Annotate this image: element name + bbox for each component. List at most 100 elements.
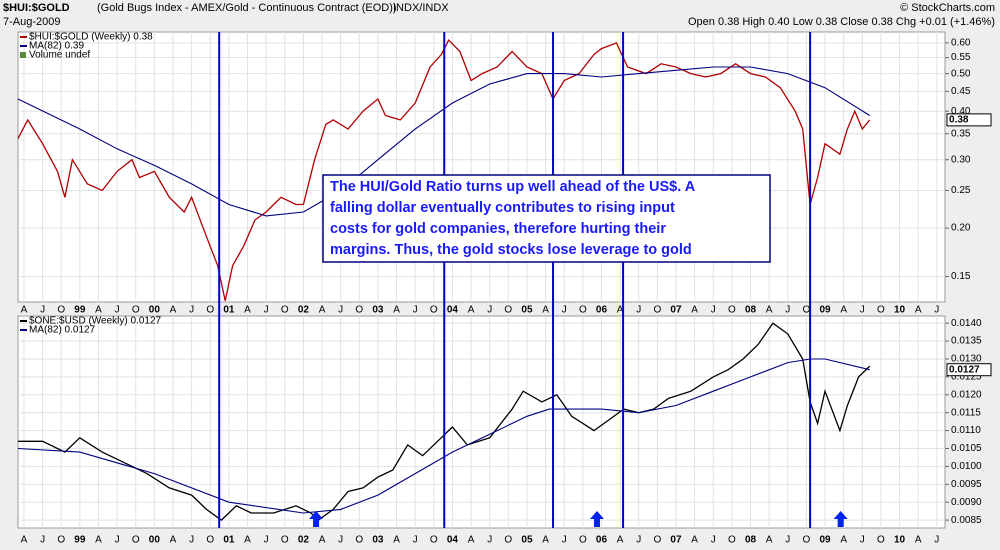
x-tick-label: 00 [149, 535, 161, 546]
x-tick-label: A [244, 535, 251, 546]
y-tick-label: 0.25 [951, 185, 971, 196]
last-value-label: 0.0127 [949, 364, 980, 375]
x-tick-label: O [803, 305, 811, 316]
quote: Open 0.38 High 0.40 Low 0.38 Close 0.38 … [688, 16, 995, 28]
x-tick-label: O [579, 305, 587, 316]
y-tick-label: 0.60 [951, 38, 971, 49]
x-tick-label: O [430, 535, 438, 546]
x-tick-label: J [487, 305, 492, 316]
x-tick-label: J [189, 535, 194, 546]
y-tick-label: 0.0115 [951, 407, 981, 418]
x-tick-label: O [877, 535, 885, 546]
x-tick-label: O [430, 305, 438, 316]
x-tick-label: A [393, 535, 400, 546]
x-tick-label: A [915, 305, 922, 316]
x-tick-label: J [40, 535, 45, 546]
x-tick-label: O [355, 305, 363, 316]
x-tick-label: J [711, 305, 716, 316]
annotation-text: costs for gold companies, therefore hurt… [330, 221, 666, 237]
legend-swatch [20, 52, 26, 58]
x-tick-label: A [617, 535, 624, 546]
x-tick-label: J [264, 305, 269, 316]
x-tick-label: 08 [745, 305, 757, 316]
x-tick-label: O [728, 305, 736, 316]
x-tick-label: O [504, 535, 512, 546]
x-tick-label: O [132, 305, 140, 316]
arrow [590, 511, 605, 527]
x-tick-label: 99 [74, 535, 86, 546]
x-tick-label: O [281, 305, 289, 316]
x-tick-label: O [728, 535, 736, 546]
legend-label: $HUI:$GOLD (Weekly) 0.38 [29, 32, 153, 43]
x-tick-label: 05 [521, 305, 533, 316]
x-tick-label: A [542, 305, 549, 316]
x-tick-label: O [579, 535, 587, 546]
x-tick-label: J [562, 535, 567, 546]
series-line [17, 358, 870, 514]
x-tick-label: J [636, 535, 641, 546]
y-tick-label: 0.0130 [951, 354, 982, 365]
x-tick-label: 04 [447, 535, 459, 546]
x-tick-label: 05 [521, 535, 533, 546]
x-tick-label: A [542, 535, 549, 546]
x-tick-label: J [264, 535, 269, 546]
legend-label: Volume undef [29, 50, 90, 61]
y-tick-label: 0.45 [951, 86, 971, 97]
legend-label: MA(82) 0.39 [29, 41, 84, 52]
x-tick-label: A [840, 305, 847, 316]
x-tick-label: 06 [596, 305, 608, 316]
arrow [833, 511, 848, 527]
x-tick-label: J [860, 305, 865, 316]
y-tick-label: 0.35 [951, 128, 971, 139]
series-line [17, 39, 871, 301]
x-tick-label: J [413, 305, 418, 316]
x-tick-label: O [355, 535, 363, 546]
x-tick-label: A [21, 535, 28, 546]
x-tick-label: A [766, 305, 773, 316]
x-tick-label: O [653, 535, 661, 546]
x-tick-label: J [934, 305, 939, 316]
x-tick-label: 01 [223, 535, 235, 546]
y-tick-label: 0.0125 [951, 372, 982, 383]
x-tick-label: O [877, 305, 885, 316]
x-tick-label: A [319, 535, 326, 546]
x-tick-label: O [653, 305, 661, 316]
x-tick-label: A [95, 305, 102, 316]
x-tick-label: J [115, 535, 120, 546]
x-tick-label: O [206, 305, 214, 316]
x-tick-label: 00 [149, 305, 161, 316]
y-tick-label: 0.20 [951, 223, 971, 234]
x-tick-label: A [244, 305, 251, 316]
date: 7-Aug-2009 [3, 16, 61, 28]
series-line [18, 322, 871, 521]
x-tick-label: 10 [894, 535, 906, 546]
y-tick-label: 0.0140 [951, 318, 982, 329]
legend-label: MA(82) 0.0127 [29, 325, 96, 336]
x-tick-label: 09 [819, 535, 831, 546]
y-tick-label: 0.0110 [951, 425, 981, 436]
y-tick-label: 0.0120 [951, 389, 982, 400]
x-tick-label: A [319, 305, 326, 316]
x-tick-label: A [915, 535, 922, 546]
y-tick-label: 0.0085 [951, 515, 982, 526]
x-tick-label: A [468, 305, 475, 316]
legend-label: $ONE:$USD (Weekly) 0.0127 [29, 316, 162, 327]
last-value-box [946, 363, 992, 377]
annotation-box [322, 174, 771, 263]
x-tick-label: O [281, 535, 289, 546]
x-tick-label: A [170, 535, 177, 546]
x-tick-label: A [393, 305, 400, 316]
x-tick-label: J [785, 535, 790, 546]
x-tick-label: 01 [223, 305, 235, 316]
x-tick-label: J [487, 535, 492, 546]
x-tick-label: J [711, 535, 716, 546]
y-tick-label: 0.55 [951, 52, 971, 63]
x-tick-label: 02 [298, 535, 310, 546]
x-tick-label: 10 [894, 305, 906, 316]
x-tick-label: O [504, 305, 512, 316]
x-tick-label: 04 [447, 305, 459, 316]
x-tick-label: J [413, 535, 418, 546]
x-tick-label: A [170, 305, 177, 316]
x-tick-label: A [468, 535, 475, 546]
